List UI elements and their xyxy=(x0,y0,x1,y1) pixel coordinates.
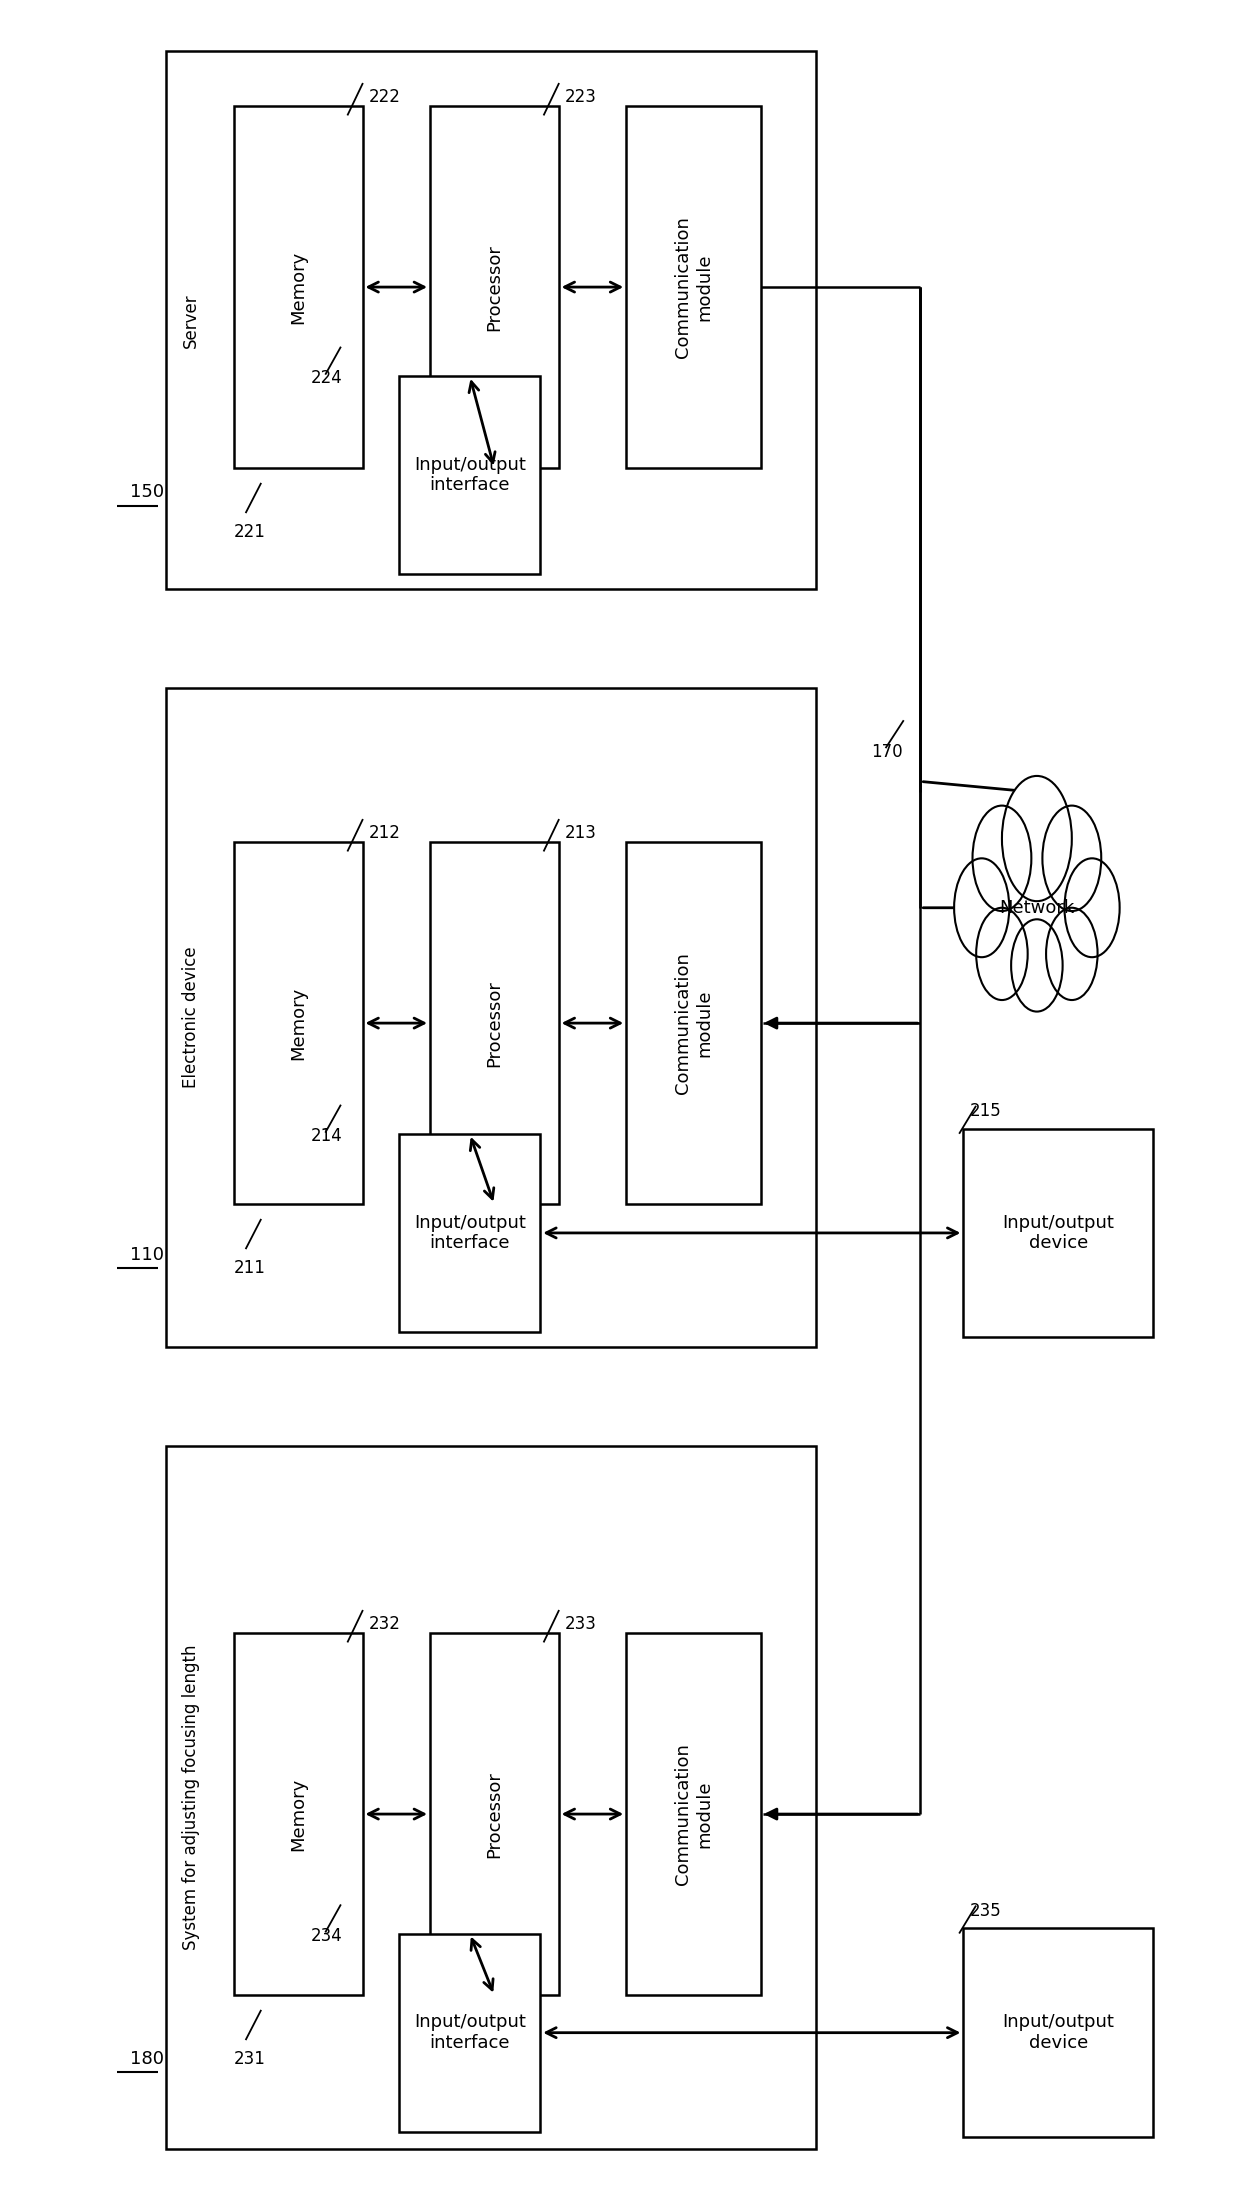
Circle shape xyxy=(1064,858,1120,957)
Bar xyxy=(430,106,559,469)
Text: 214: 214 xyxy=(311,1128,342,1145)
Text: Server: Server xyxy=(182,294,201,349)
Text: 150: 150 xyxy=(129,484,164,502)
Bar xyxy=(963,1128,1153,1338)
Circle shape xyxy=(976,909,1028,999)
Text: Memory: Memory xyxy=(289,986,308,1059)
Text: 212: 212 xyxy=(368,825,401,842)
Bar xyxy=(234,842,362,1205)
Bar xyxy=(626,842,761,1205)
Circle shape xyxy=(1002,776,1071,902)
Text: Memory: Memory xyxy=(289,250,308,323)
Text: 235: 235 xyxy=(970,1901,1001,1919)
Text: Communication
module: Communication module xyxy=(675,953,713,1094)
Circle shape xyxy=(991,825,1083,991)
Text: Communication
module: Communication module xyxy=(675,217,713,358)
Text: 232: 232 xyxy=(368,1616,401,1634)
Text: Input/output
interface: Input/output interface xyxy=(414,455,526,495)
Bar xyxy=(430,842,559,1205)
Text: Electronic device: Electronic device xyxy=(182,946,201,1088)
Text: 222: 222 xyxy=(368,88,401,106)
Text: Communication
module: Communication module xyxy=(675,1742,713,1886)
Text: 110: 110 xyxy=(129,1245,164,1265)
Bar xyxy=(166,1446,816,2149)
Text: 213: 213 xyxy=(565,825,596,842)
Text: 231: 231 xyxy=(234,2050,265,2067)
Text: 215: 215 xyxy=(970,1103,1001,1121)
Text: Input/output
device: Input/output device xyxy=(1002,1214,1115,1251)
Bar xyxy=(626,1632,761,1994)
Circle shape xyxy=(954,858,1009,957)
Text: Input/output
interface: Input/output interface xyxy=(414,2014,526,2052)
Bar xyxy=(166,51,816,588)
Text: 170: 170 xyxy=(872,743,903,761)
Text: Input/output
device: Input/output device xyxy=(1002,2014,1115,2052)
Bar xyxy=(963,1928,1153,2138)
Text: 180: 180 xyxy=(129,2050,164,2067)
Text: System for adjusting focusing length: System for adjusting focusing length xyxy=(182,1645,201,1950)
Bar xyxy=(399,376,541,575)
Bar xyxy=(234,106,362,469)
Text: Network: Network xyxy=(999,898,1075,918)
Text: Processor: Processor xyxy=(485,243,503,329)
Text: 224: 224 xyxy=(311,369,342,387)
Bar xyxy=(399,1935,541,2131)
Text: 234: 234 xyxy=(311,1928,342,1946)
Text: Processor: Processor xyxy=(485,1771,503,1857)
Bar xyxy=(234,1632,362,1994)
Circle shape xyxy=(972,805,1032,911)
Bar xyxy=(399,1134,541,1331)
Text: Memory: Memory xyxy=(289,1778,308,1851)
Text: 223: 223 xyxy=(565,88,596,106)
Text: Input/output
interface: Input/output interface xyxy=(414,1214,526,1251)
Circle shape xyxy=(1043,805,1101,911)
Text: 211: 211 xyxy=(234,1260,265,1278)
Bar xyxy=(626,106,761,469)
Text: 233: 233 xyxy=(565,1616,596,1634)
Bar xyxy=(430,1632,559,1994)
Bar xyxy=(166,688,816,1346)
Text: Processor: Processor xyxy=(485,979,503,1066)
Circle shape xyxy=(1047,909,1097,999)
Text: 221: 221 xyxy=(234,524,265,542)
Circle shape xyxy=(1011,920,1063,1013)
